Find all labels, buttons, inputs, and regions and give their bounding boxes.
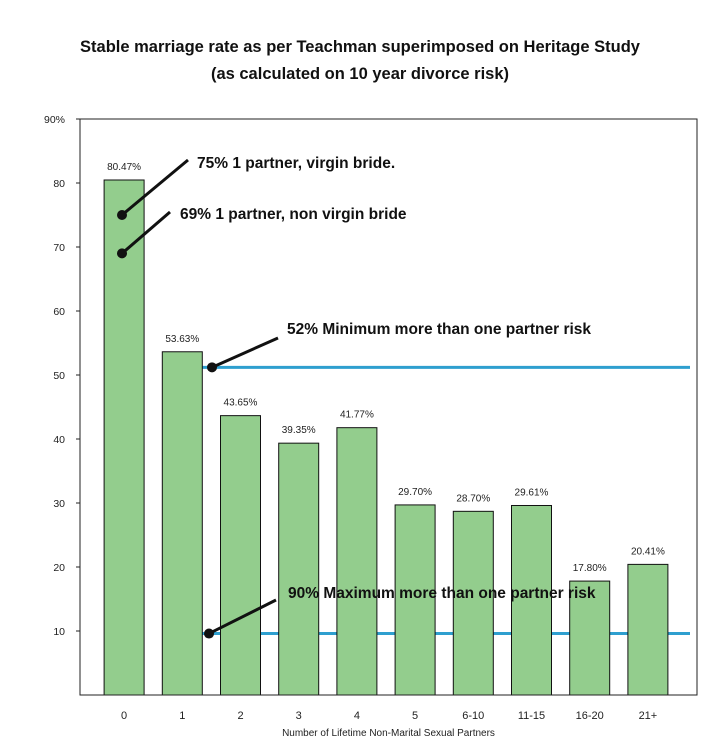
x-tick-label: 16-20 — [576, 710, 604, 722]
bar — [220, 415, 261, 696]
data-label: 53.63% — [165, 334, 199, 345]
annotation-dot — [204, 628, 214, 639]
y-tick-label: 60 — [53, 306, 65, 318]
chart-title-line-2: (as calculated on 10 year divorce risk) — [210, 65, 510, 83]
annotation-pointer-line — [121, 158, 189, 217]
bar — [452, 510, 494, 696]
data-label: 28.70% — [456, 493, 490, 504]
x-tick-label: 21+ — [639, 710, 658, 722]
y-tick-label: 20 — [53, 562, 65, 574]
x-axis-label: Number of Lifetime Non-Marital Sexual Pa… — [282, 728, 495, 739]
x-tick-label: 11-15 — [518, 710, 545, 722]
annotation-pointer-line — [121, 210, 171, 255]
bar — [278, 442, 320, 696]
y-tick-label: 50 — [53, 370, 65, 382]
y-tick-label: 10 — [53, 626, 65, 638]
annotation-dot — [207, 362, 217, 373]
x-tick-label: 4 — [354, 710, 360, 722]
data-label: 43.65% — [224, 398, 258, 409]
annotation-pointer-line — [208, 598, 277, 635]
x-tick-label: 1 — [179, 710, 185, 722]
annotation-dot — [117, 210, 127, 220]
y-tick-label: 70 — [53, 242, 65, 254]
x-tick-label: 2 — [237, 710, 243, 722]
bars-layer — [103, 179, 669, 696]
annotation-label: 69% 1 partner, non virgin bride — [180, 206, 407, 223]
bar — [627, 563, 669, 696]
annotation-label: 52% Minimum more than one partner risk — [287, 321, 591, 338]
annotation-label: 75% 1 partner, virgin bride. — [197, 155, 395, 172]
x-tick-label: 0 — [121, 710, 127, 722]
x-tick-label: 6-10 — [462, 710, 484, 722]
annotation-pointer-line — [211, 336, 279, 369]
chart-title: Stable marriage rate as per Teachman sup… — [0, 34, 720, 88]
plot-frame — [79, 118, 698, 696]
bar — [103, 179, 145, 696]
annotation-dot — [117, 248, 127, 259]
data-label: 29.70% — [398, 487, 432, 498]
bar — [161, 351, 203, 696]
data-label: 29.61% — [515, 487, 549, 498]
annotations-layer: 75% 1 partner, virgin bride. 69% 1 partne… — [117, 155, 596, 639]
data-label: 17.80% — [573, 563, 607, 574]
bar — [511, 504, 552, 696]
y-tick-label: 80 — [53, 178, 65, 190]
x-tick-label: 3 — [296, 710, 302, 722]
bar — [569, 580, 611, 696]
y-tick-label: 40 — [53, 434, 65, 446]
axes-layer: 10 20 30 40 50 60 70 80 90% 0 1 2 3 4 5 6-10 11-15 16-20 2… — [44, 114, 698, 739]
y-tick-label: 30 — [53, 498, 65, 510]
data-label: 39.35% — [282, 425, 316, 436]
y-tick-label: 90% — [44, 114, 65, 126]
chart-title-line-1: Stable marriage rate as per Teachman sup… — [80, 38, 640, 56]
annotation-label: 90% Maximum more than one partner risk — [288, 585, 596, 602]
data-label: 41.77% — [340, 410, 374, 421]
data-labels-layer: 80.47% 53.63% 43.65% 39.35% 41.77% 29.70% 28.7… — [107, 162, 665, 574]
bar — [336, 427, 378, 696]
x-tick-label: 5 — [412, 710, 418, 722]
data-label: 80.47% — [107, 162, 141, 173]
data-label: 20.41% — [631, 546, 665, 557]
